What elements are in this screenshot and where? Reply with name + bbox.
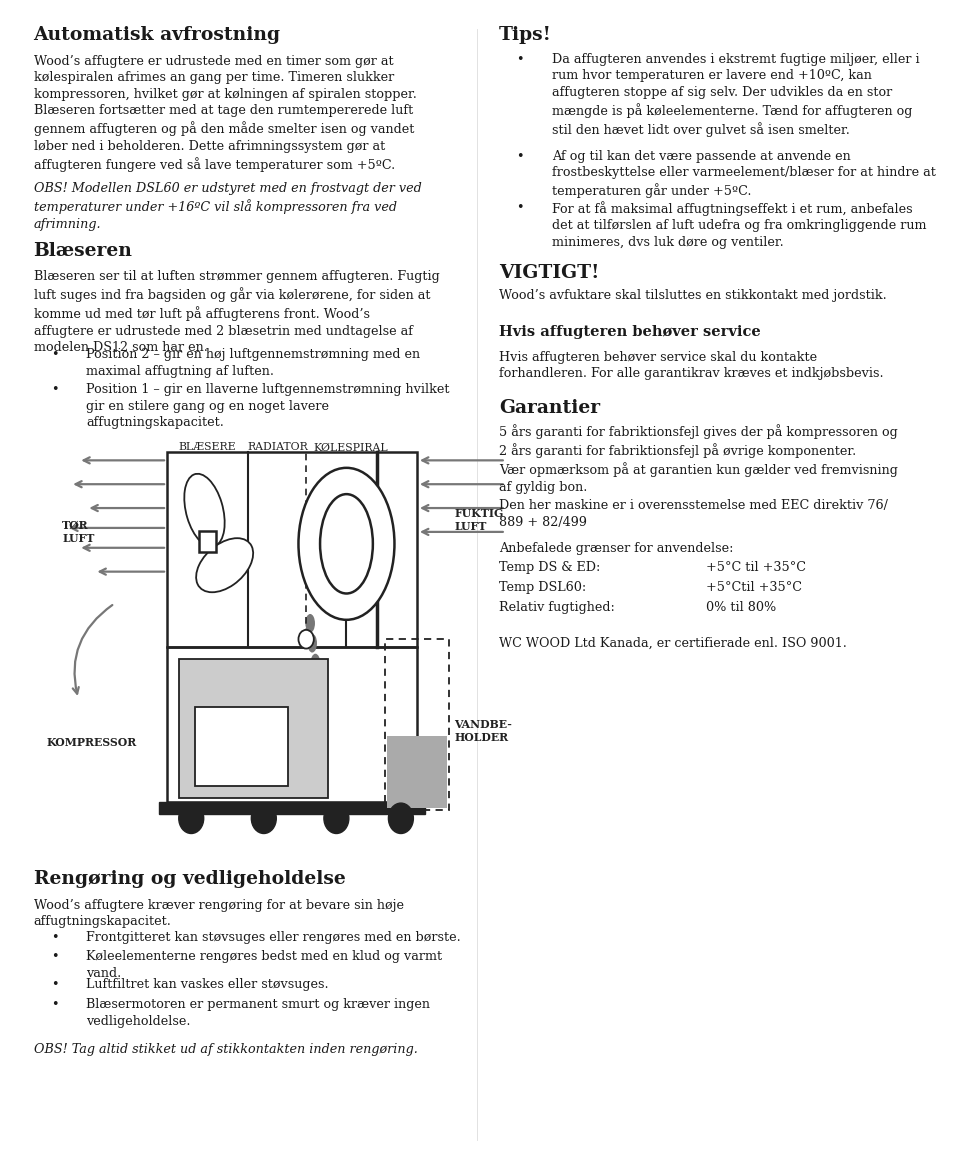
- Circle shape: [179, 803, 204, 833]
- Text: TØR
LUFT: TØR LUFT: [62, 520, 95, 544]
- Text: 5 års garanti for fabriktionsfejl gives der på kompressoren og
2 års garanti for: 5 års garanti for fabriktionsfejl gives …: [499, 424, 898, 493]
- Text: Automatisk avfrostning: Automatisk avfrostning: [34, 26, 280, 43]
- Text: Køleelementerne rengøres bedst med en klud og varmt
vand.: Køleelementerne rengøres bedst med en kl…: [86, 950, 443, 980]
- Text: Af og til kan det være passende at anvende en
frostbeskyttelse eller varmeelemen: Af og til kan det være passende at anven…: [552, 150, 936, 199]
- Text: Temp DS & ED:: Temp DS & ED:: [499, 561, 601, 574]
- Text: Blæseren: Blæseren: [34, 242, 132, 260]
- Text: Tips!: Tips!: [499, 26, 552, 43]
- Text: •: •: [51, 348, 59, 361]
- Text: Luftfiltret kan vaskes eller støvsuges.: Luftfiltret kan vaskes eller støvsuges.: [86, 978, 329, 991]
- Text: Hvis affugteren behøver service: Hvis affugteren behøver service: [499, 325, 761, 339]
- Text: Rengøring og vedligeholdelse: Rengøring og vedligeholdelse: [34, 870, 346, 887]
- Ellipse shape: [307, 634, 317, 652]
- Text: •: •: [51, 978, 59, 991]
- Text: For at få maksimal affugtningseffekt i et rum, anbefales
det at tilførslen af lu: For at få maksimal affugtningseffekt i e…: [552, 201, 926, 249]
- Text: Wood’s avfuktare skal tilsluttes en stikkontakt med jordstik.: Wood’s avfuktare skal tilsluttes en stik…: [499, 289, 887, 302]
- Text: •: •: [516, 201, 524, 214]
- Text: WC WOOD Ltd Kanada, er certifierade enl. ISO 9001.: WC WOOD Ltd Kanada, er certifierade enl.…: [499, 637, 847, 650]
- Text: •: •: [51, 383, 59, 396]
- Bar: [195, 707, 288, 787]
- Text: Blæsermotoren er permanent smurt og kræver ingen
vedligeholdelse.: Blæsermotoren er permanent smurt og kræv…: [86, 998, 430, 1028]
- Text: Frontgitteret kan støvsuges eller rengøres med en børste.: Frontgitteret kan støvsuges eller rengør…: [86, 931, 461, 943]
- Text: Position 2 – gir en høj luftgennemstrømning med en
maximal affugtning af luften.: Position 2 – gir en høj luftgennemstrømn…: [86, 348, 420, 378]
- Ellipse shape: [196, 538, 253, 593]
- Text: Wood’s affugtere er udrustede med en timer som gør at
kølespiralen afrimes an ga: Wood’s affugtere er udrustede med en tim…: [34, 55, 417, 172]
- Text: KØLESPIRAL: KØLESPIRAL: [313, 443, 388, 452]
- Text: Den her maskine er i overensstemelse med EEC direktiv 76/
889 + 82/499: Den her maskine er i overensstemelse med…: [499, 499, 888, 528]
- Text: Position 1 – gir en llaverne luftgennemstrømning hvilket
gir en stilere gang og : Position 1 – gir en llaverne luftgennems…: [86, 383, 450, 429]
- Text: Temp DSL60:: Temp DSL60:: [499, 581, 587, 594]
- Text: +5°C til +35°C: +5°C til +35°C: [706, 561, 805, 574]
- Bar: [180, 659, 328, 798]
- Text: KOMPRESSOR: KOMPRESSOR: [46, 736, 136, 748]
- Text: Garantier: Garantier: [499, 399, 600, 416]
- Text: RADIATOR: RADIATOR: [248, 443, 308, 452]
- Text: BLÆSERE: BLÆSERE: [179, 443, 236, 452]
- Text: •: •: [51, 931, 59, 943]
- Text: •: •: [51, 998, 59, 1011]
- Text: Da affugteren anvendes i ekstremt fugtige miljøer, eller i
rum hvor temperaturen: Da affugteren anvendes i ekstremt fugtig…: [552, 53, 920, 137]
- Text: •: •: [516, 53, 524, 65]
- Text: VIGTIGT!: VIGTIGT!: [499, 264, 600, 282]
- Circle shape: [299, 630, 314, 649]
- Text: •: •: [51, 950, 59, 963]
- Ellipse shape: [311, 653, 321, 672]
- Circle shape: [324, 803, 348, 833]
- Polygon shape: [159, 802, 425, 814]
- Bar: [385, 639, 449, 810]
- Text: +5°Ctil +35°C: +5°Ctil +35°C: [706, 581, 802, 594]
- Text: Hvis affugteren behøver service skal du kontakte
forhandleren. For alle garantik: Hvis affugteren behøver service skal du …: [499, 351, 884, 380]
- Text: OBS! Modellen DSL60 er udstyret med en frostvagt der ved
temperaturer under +16º: OBS! Modellen DSL60 er udstyret med en f…: [34, 182, 421, 231]
- Ellipse shape: [320, 494, 372, 594]
- Text: Blæseren ser til at luften strømmer gennem affugteren. Fugtig
luft suges ind fra: Blæseren ser til at luften strømmer genn…: [34, 270, 440, 354]
- Bar: [199, 531, 216, 553]
- Text: OBS! Tag altid stikket ud af stikkontakten inden rengøring.: OBS! Tag altid stikket ud af stikkontakt…: [34, 1043, 418, 1056]
- Bar: [387, 736, 447, 808]
- Text: Relativ fugtighed:: Relativ fugtighed:: [499, 601, 615, 614]
- Ellipse shape: [184, 473, 225, 547]
- Circle shape: [252, 803, 276, 833]
- Text: 0% til 80%: 0% til 80%: [706, 601, 776, 614]
- Circle shape: [389, 803, 414, 833]
- Text: Wood’s affugtere kræver rengøring for at bevare sin høje
affugtningskapacitet.: Wood’s affugtere kræver rengøring for at…: [34, 899, 403, 928]
- Text: FUKTIG
LUFT: FUKTIG LUFT: [454, 509, 503, 532]
- Text: •: •: [516, 150, 524, 162]
- Text: Anbefalede grænser for anvendelse:: Anbefalede grænser for anvendelse:: [499, 542, 733, 555]
- Ellipse shape: [299, 468, 395, 620]
- Ellipse shape: [305, 614, 315, 632]
- Text: VANDBE-
HOLDER: VANDBE- HOLDER: [454, 719, 512, 742]
